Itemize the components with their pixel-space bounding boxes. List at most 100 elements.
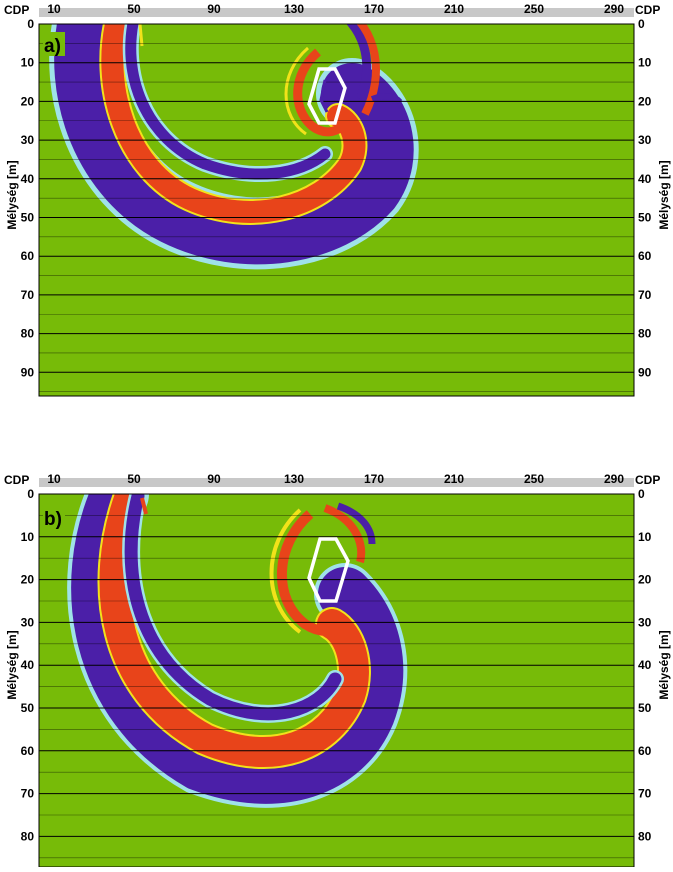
- x-tick-label: 50: [127, 472, 141, 486]
- panel-b-label: b): [44, 509, 62, 530]
- panel-a-gridlines: [39, 43, 634, 392]
- panel-a-depth-label-left: Mélység [m]: [5, 160, 19, 229]
- panel-a-label-box: [43, 32, 65, 56]
- panel-a-inner-blue-arc: [125, 24, 331, 180]
- panel-a-depth-ticks: 0 0 10 10 20 20 30 30 40 40 50 50 60 60 70 70 80 80 90 90: [21, 17, 652, 379]
- depth-tick-label-left: 10: [21, 56, 35, 70]
- x-tick-label: 10: [47, 472, 61, 486]
- panel-a-cdp-left: CDP: [4, 3, 29, 17]
- depth-tick-label-right: 20: [638, 94, 652, 108]
- depth-tick-label-right: 10: [638, 56, 652, 70]
- panel-b-small-yellow-loop: [269, 508, 302, 634]
- depth-tick-label-right: 60: [638, 249, 652, 263]
- depth-tick-label-left: 50: [21, 211, 35, 225]
- panel-b-label-box: [43, 505, 65, 529]
- panel-a-small-red-loop: [293, 48, 350, 137]
- panel-b-gridlines: [39, 515, 634, 859]
- depth-tick-label-left: 70: [21, 787, 35, 801]
- depth-tick-label-left: 20: [21, 573, 35, 587]
- depth-tick-label-right: 70: [638, 288, 652, 302]
- panel-a-frame: [38, 23, 635, 397]
- depth-tick-label-left: 40: [21, 172, 35, 186]
- x-tick-label: 90: [207, 2, 221, 16]
- x-tick-label: 10: [47, 2, 61, 16]
- depth-tick-label-right: 40: [638, 658, 652, 672]
- depth-tick-label-right: 90: [638, 365, 652, 379]
- depth-tick-label-left: 0: [27, 17, 34, 31]
- panel-b-depth-ticks: 0 0 10 10 20 20 30 30 40 40 50 50 60 60 70 70 80 80: [21, 487, 652, 843]
- depth-tick-label-right: 50: [638, 211, 652, 225]
- panel-a-stub: [138, 24, 144, 47]
- panel-a-side-blue: [370, 93, 403, 105]
- panel-b-inner-blue-arc: [124, 494, 342, 721]
- depth-tick-label-left: 70: [21, 288, 35, 302]
- panel-b-topbar: [39, 478, 634, 487]
- panel-b-depth-label-right: Mélység [m]: [657, 630, 671, 699]
- x-tick-label: 290: [604, 2, 624, 16]
- x-tick-label: 170: [364, 472, 384, 486]
- depth-tick-label-right: 50: [638, 701, 652, 715]
- x-tick-label: 170: [364, 2, 384, 16]
- panel-a-depth-label-right: Mélység [m]: [657, 160, 671, 229]
- panel-a-anomaly-streak: [319, 79, 329, 113]
- depth-tick-label-left: 20: [21, 94, 35, 108]
- depth-tick-label-right: 80: [638, 327, 652, 341]
- panel-b-hook-blue: [336, 502, 376, 545]
- panel-a-x-ticks: 10 50 90 130 170 210 250 290: [47, 2, 624, 16]
- panel-b-cdp-left: CDP: [4, 473, 29, 487]
- x-tick-label: 130: [284, 2, 304, 16]
- panel-a-small-yellow-loop: [284, 46, 309, 136]
- panel-b-section: [39, 494, 634, 867]
- panel-a-hook-red: [356, 24, 380, 116]
- panel-b-x-ticks: 10 50 90 130 170 210 250 290: [47, 472, 624, 486]
- depth-tick-label-right: 80: [638, 829, 652, 843]
- depth-tick-label-left: 60: [21, 249, 35, 263]
- x-tick-label: 290: [604, 472, 624, 486]
- panel-a-red-arc: [101, 24, 366, 223]
- panel-a-cdp-right: CDP: [635, 3, 660, 17]
- panel-a-section: [39, 24, 634, 396]
- panel-a-topbar: [39, 8, 634, 17]
- x-tick-label: 250: [524, 472, 544, 486]
- depth-tick-label-left: 80: [21, 327, 35, 341]
- depth-tick-label-left: 90: [21, 365, 35, 379]
- depth-tick-label-right: 0: [638, 17, 645, 31]
- x-tick-label: 90: [207, 472, 221, 486]
- depth-tick-label-right: 30: [638, 615, 652, 629]
- depth-tick-label-left: 30: [21, 133, 35, 147]
- panel-a: CDP CDP 10 50 90 130 170 210 250 290: [4, 2, 671, 397]
- depth-tick-label-right: 20: [638, 573, 652, 587]
- panel-a-hook-blue: [346, 24, 372, 101]
- panel-a-outer-blue-arc: [54, 24, 414, 265]
- x-tick-label: 130: [284, 472, 304, 486]
- depth-tick-label-left: 40: [21, 658, 35, 672]
- x-tick-label: 50: [127, 2, 141, 16]
- panel-b-small-red-loop: [277, 510, 346, 636]
- depth-tick-label-right: 10: [638, 530, 652, 544]
- panel-b-stub: [140, 497, 148, 515]
- panel-b-cdp-right: CDP: [635, 473, 660, 487]
- panel-b-anomaly-polygon: [307, 537, 350, 603]
- panel-a-anomaly-polygon: [307, 67, 347, 125]
- x-tick-label: 210: [444, 472, 464, 486]
- panel-b-hook-red: [323, 504, 366, 564]
- panel-a-label: a): [44, 36, 61, 57]
- panel-a-wavefronts: [49, 24, 419, 270]
- depth-tick-label-left: 10: [21, 530, 35, 544]
- depth-tick-label-right: 0: [638, 487, 645, 501]
- depth-tick-label-left: 50: [21, 701, 35, 715]
- depth-tick-label-right: 40: [638, 172, 652, 186]
- x-tick-label: 210: [444, 2, 464, 16]
- depth-tick-label-right: 60: [638, 744, 652, 758]
- panel-b: CDP CDP 10 50 90 130 170 210 250 290: [4, 472, 671, 868]
- depth-tick-label-left: 80: [21, 829, 35, 843]
- depth-tick-label-left: 0: [27, 487, 34, 501]
- depth-tick-label-left: 30: [21, 615, 35, 629]
- depth-tick-label-right: 30: [638, 133, 652, 147]
- panel-b-depth-label-left: Mélység [m]: [5, 630, 19, 699]
- x-tick-label: 250: [524, 2, 544, 16]
- depth-tick-label-left: 60: [21, 744, 35, 758]
- depth-tick-label-right: 70: [638, 787, 652, 801]
